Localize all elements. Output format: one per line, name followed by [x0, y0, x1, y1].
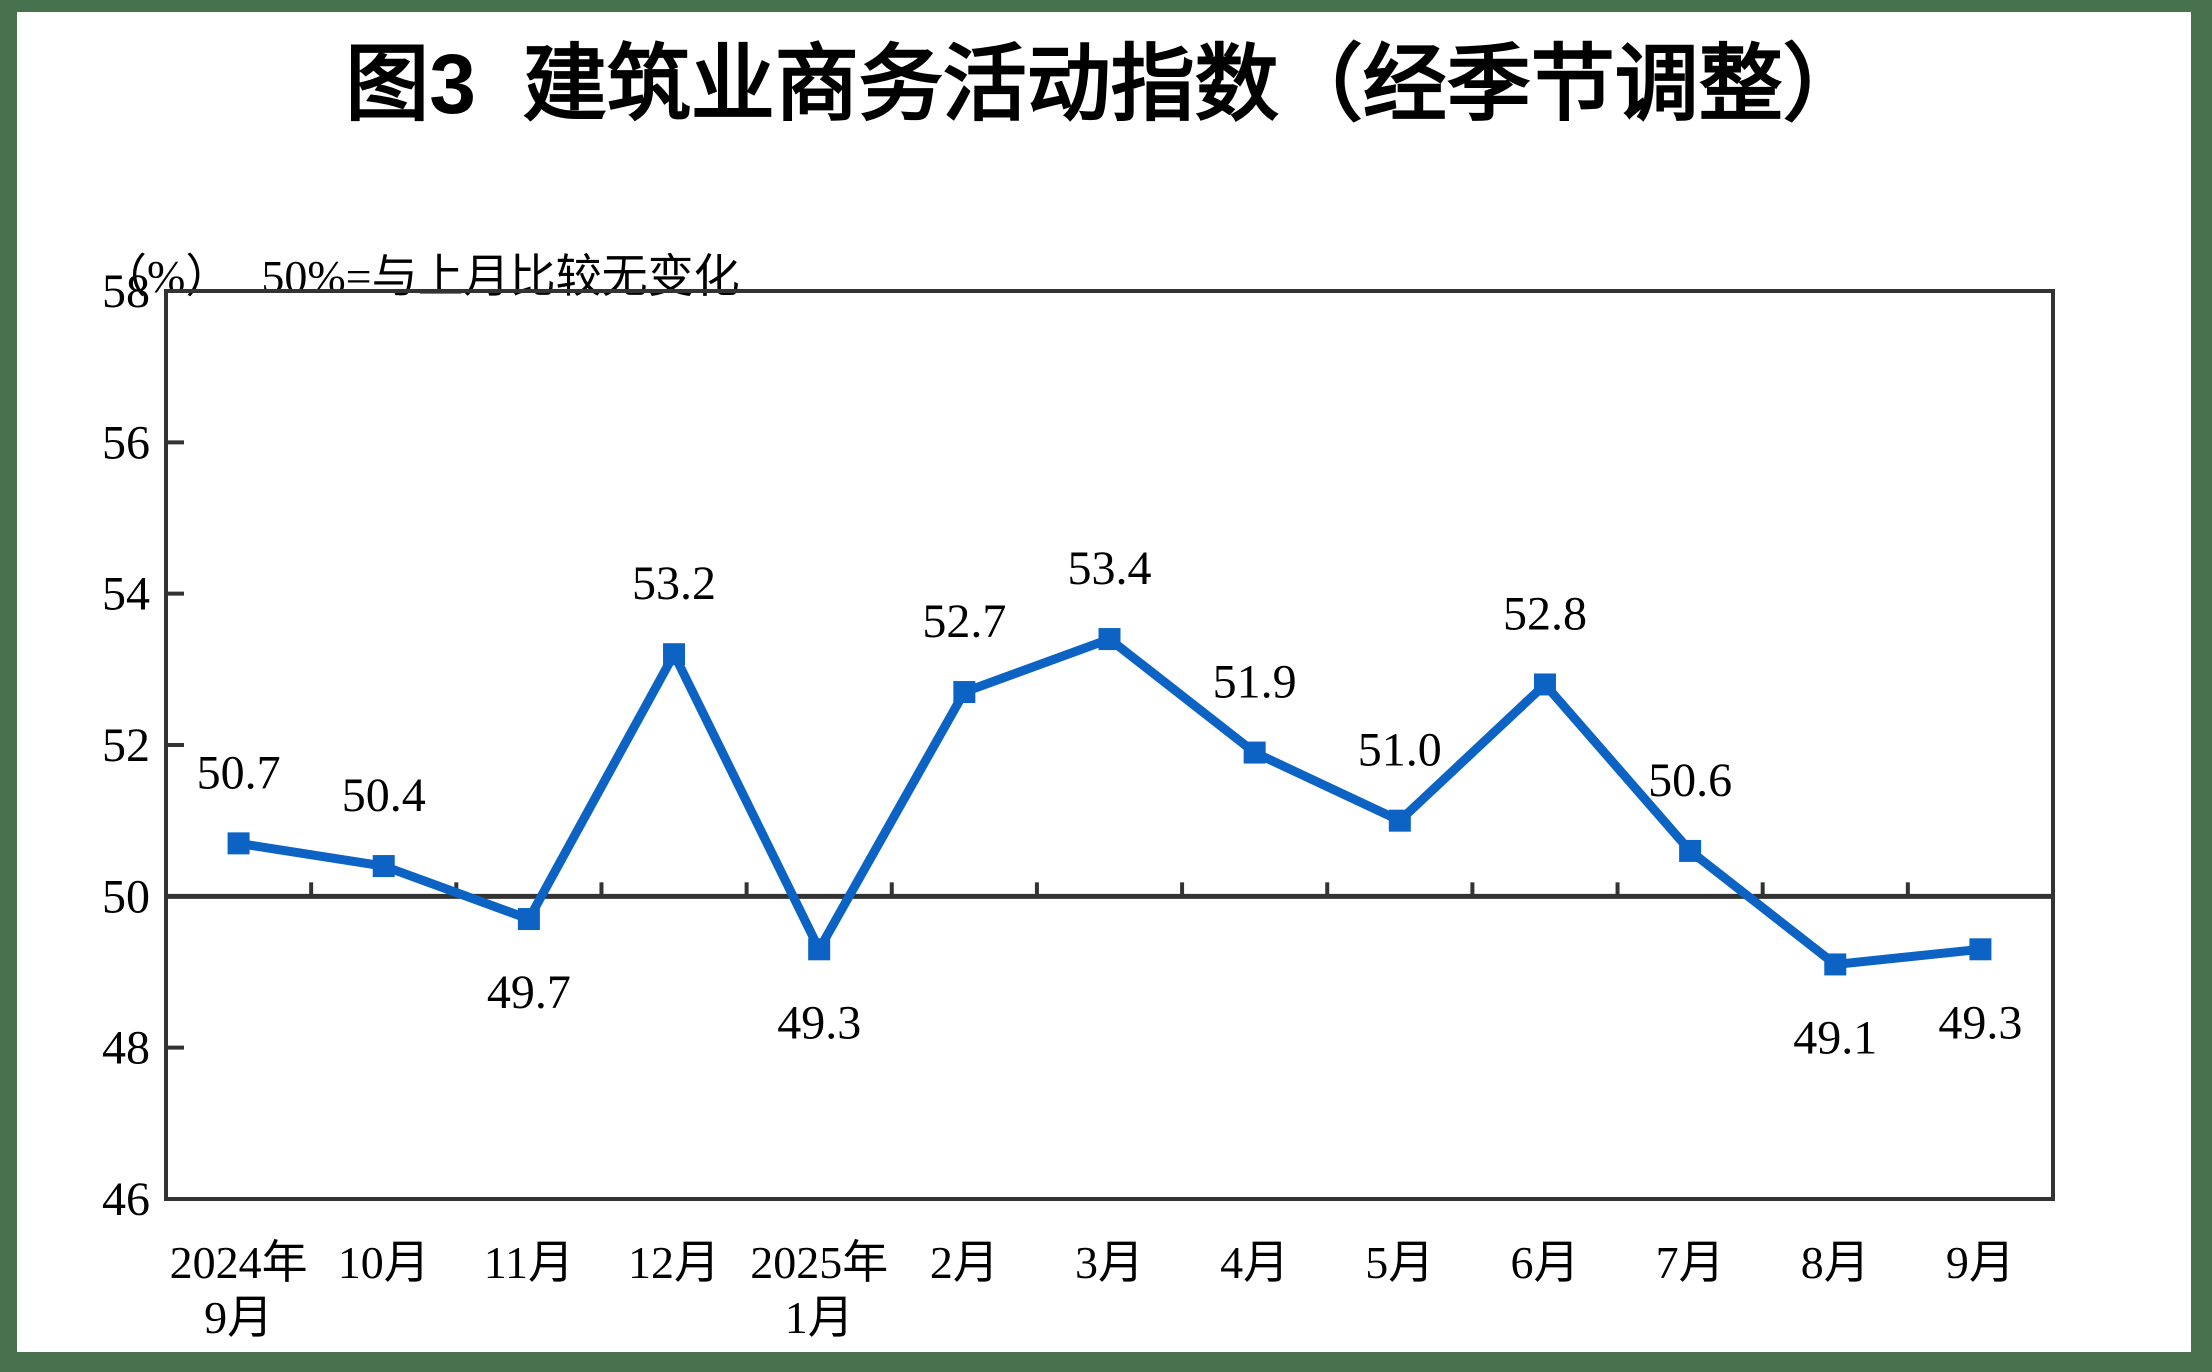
x-axis-category-label: 10月: [338, 1237, 430, 1288]
data-point-label: 52.7: [922, 595, 1006, 648]
data-point-marker: [1679, 839, 1702, 862]
y-axis-tick-label: 54: [102, 568, 150, 621]
data-point-label: 53.2: [632, 557, 716, 610]
data-point-label: 49.7: [487, 966, 571, 1019]
data-point-marker: [663, 643, 686, 666]
data-point-marker: [1533, 673, 1556, 696]
data-point-marker: [1969, 938, 1992, 961]
x-axis-category-label: 4月: [1220, 1237, 1289, 1288]
x-axis-category-label: 6月: [1510, 1237, 1579, 1288]
data-point-label: 49.3: [777, 996, 861, 1049]
data-point-marker: [1824, 953, 1847, 976]
x-axis-category-label: 1月: [785, 1292, 854, 1343]
x-axis-category-label: 8月: [1801, 1237, 1870, 1288]
data-point-label: 50.6: [1648, 754, 1732, 807]
x-axis-category-label: 12月: [628, 1237, 720, 1288]
y-axis-tick-label: 52: [102, 719, 150, 772]
axis-unit-row: （%） 50%=与上月比较无变化: [55, 194, 740, 360]
data-point-label: 51.0: [1358, 724, 1442, 777]
y-axis-tick-label: 50: [102, 870, 150, 923]
data-point-marker: [808, 938, 831, 961]
x-axis-category-label: 5月: [1365, 1237, 1434, 1288]
y-axis-tick-label: 48: [102, 1022, 150, 1075]
x-axis-category-label: 3月: [1075, 1237, 1144, 1288]
data-point-marker: [227, 832, 250, 855]
data-point-label: 52.8: [1503, 587, 1587, 640]
data-point-marker: [372, 855, 395, 878]
data-point-label: 49.1: [1793, 1011, 1877, 1064]
data-point-marker: [1098, 628, 1121, 651]
plot-frame: [164, 289, 2055, 1201]
data-point-marker: [1243, 741, 1266, 764]
x-axis-category-label: 2024年: [170, 1237, 308, 1288]
x-axis-category-label: 2025年: [750, 1237, 888, 1288]
data-point-label: 49.3: [1938, 996, 2022, 1049]
data-point-marker: [953, 681, 976, 704]
data-point-label: 53.4: [1068, 542, 1152, 595]
x-axis-category-label: 11月: [484, 1237, 574, 1288]
y-axis-tick-label: 56: [102, 416, 150, 469]
data-point-label: 50.7: [197, 746, 281, 799]
data-point-marker: [1388, 809, 1411, 832]
y-axis-tick-label: 46: [102, 1173, 150, 1226]
x-axis-category-label: 9月: [204, 1292, 273, 1343]
x-axis-category-label: 9月: [1946, 1237, 2015, 1288]
x-axis-category-label: 2月: [930, 1237, 999, 1288]
y-axis-tick-label: 58: [102, 265, 150, 318]
data-point-label: 50.4: [342, 769, 426, 822]
chart-title: 图3 建筑业商务活动指数（经季节调整）: [345, 37, 1867, 131]
reference-line-note: 50%=与上月比较无变化: [261, 251, 740, 303]
x-axis-category-label: 7月: [1656, 1237, 1725, 1288]
data-point-label: 51.9: [1213, 656, 1297, 709]
data-point-marker: [517, 908, 540, 931]
